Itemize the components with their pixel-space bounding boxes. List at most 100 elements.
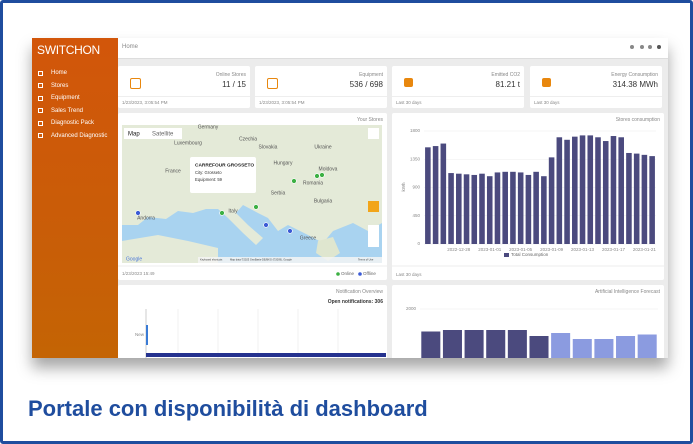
store-pin[interactable] — [263, 222, 269, 228]
card-value: 81.21 t — [495, 80, 520, 89]
store-pin[interactable] — [253, 204, 259, 210]
y-tick-label: 1800 — [410, 128, 421, 133]
legend-label: Total Consumption — [511, 252, 549, 257]
bar — [572, 136, 578, 244]
attribution-bg — [198, 257, 382, 263]
map-label: Serbia — [271, 190, 286, 196]
menu-label: Sales Trend — [51, 107, 84, 114]
bar — [421, 331, 441, 358]
card-label: Online Stores — [215, 72, 246, 78]
menu-item[interactable]: Stores — [38, 83, 68, 89]
map-label: Romania — [303, 180, 323, 186]
panel-footer: Last 30 days — [396, 272, 422, 277]
menu-icon — [38, 133, 43, 138]
logo: SWITCHON — [37, 43, 100, 57]
icon[interactable] — [630, 45, 634, 49]
bar — [448, 173, 454, 244]
map-tab[interactable]: Satellite — [152, 132, 174, 138]
bar — [633, 153, 640, 244]
legend-label: Offline — [363, 271, 376, 276]
bar — [572, 339, 592, 358]
legend-marker — [358, 272, 362, 276]
legend-marker — [336, 272, 340, 276]
menu-label: Diagnostic Pack — [51, 120, 95, 126]
fullscreen-btn[interactable] — [368, 128, 379, 139]
land — [122, 235, 218, 263]
store-pin[interactable] — [287, 228, 293, 234]
bar — [471, 174, 478, 244]
popup-line: City: Grosseto — [195, 170, 222, 175]
map-label: Slovakia — [259, 144, 278, 150]
menu-item[interactable]: Sales Trend — [38, 108, 83, 114]
map-footer: 1/23/2023 15:49 — [122, 271, 155, 276]
bar — [525, 174, 532, 244]
consumption-panel: Stores consumption Last 30 days 0 450 900 1… — [392, 113, 664, 280]
menu-label: Home — [51, 70, 68, 76]
bar — [425, 147, 431, 244]
bar — [507, 330, 527, 358]
store-pin[interactable] — [319, 172, 325, 178]
popup-title: CARREFOUR GROSSETO — [195, 162, 254, 168]
x-tick-label: 2023-01-05 — [509, 247, 533, 252]
x-tick-label: 2023-01-09 — [540, 247, 564, 252]
y-axis-label: kWh — [401, 182, 406, 191]
y-tick-label: 2000 — [406, 306, 417, 311]
legend-label: Online — [341, 271, 355, 276]
y-tick-label: 900 — [412, 185, 420, 190]
menu-item[interactable]: Home — [38, 70, 67, 76]
zoom[interactable] — [368, 225, 379, 247]
user-icon[interactable] — [657, 45, 661, 49]
x-tick-label: 2023-01-01 — [478, 247, 502, 252]
map-attribution: Terms of Use — [358, 258, 374, 262]
menu-item[interactable]: Advanced Diagnostic — [38, 133, 107, 139]
card-icon — [404, 78, 413, 87]
icon[interactable] — [640, 45, 644, 49]
panel-title: Stores consumption — [615, 117, 660, 123]
popup — [190, 157, 256, 193]
bar — [649, 156, 655, 244]
map-tab[interactable]: Map — [128, 132, 140, 138]
map-label: Andorra — [137, 215, 155, 221]
map-label: Italy — [228, 208, 238, 214]
menu-icon — [38, 83, 43, 88]
x-tick-label: 2023-01-13 — [571, 247, 595, 252]
bar — [456, 173, 462, 244]
chart: 16002000 — [406, 306, 658, 358]
card-footer: 1/23/2023, 3:05:54 PM — [259, 100, 305, 105]
menu-icon — [38, 95, 43, 101]
map-label: Czechia — [239, 136, 257, 142]
bar — [556, 137, 563, 244]
panel-title: Your Stores — [357, 117, 383, 123]
card-label: Equipment — [359, 72, 383, 78]
menu-item[interactable]: Equipment — [38, 95, 80, 101]
bar — [517, 172, 524, 244]
bar — [637, 334, 657, 358]
x-tick-label: 2022-12-28 — [447, 247, 471, 252]
store-pin[interactable] — [135, 210, 141, 216]
menu-item[interactable]: Diagnostic Pack — [38, 120, 94, 126]
bar — [610, 136, 617, 244]
kpi-card: Equipment 536 / 698 1/23/2023, 3:05:54 PM — [255, 66, 387, 108]
menu-label: Stores — [51, 82, 69, 89]
bar — [486, 330, 506, 358]
bar — [579, 135, 586, 244]
map-tabs — [124, 128, 182, 139]
store-pin[interactable] — [291, 178, 297, 184]
pegman[interactable] — [368, 201, 379, 212]
card-value: 314.38 MWh — [612, 80, 658, 89]
store-pin[interactable] — [219, 210, 225, 216]
bar — [529, 336, 549, 358]
map-panel: Your Stores Germany Czechia Slovakia Ukrain… — [118, 113, 387, 280]
card-icon — [130, 78, 141, 89]
menu-icon — [38, 120, 43, 126]
bar — [463, 174, 470, 244]
page-title: Home — [122, 44, 139, 50]
icon[interactable] — [648, 45, 652, 49]
menu-icon — [38, 108, 43, 113]
store-pin[interactable] — [314, 173, 320, 179]
separator — [255, 96, 387, 97]
forecast-panel: Artificial Intelligence Forecast 1600200… — [392, 285, 664, 358]
summary: Open notifications: 306 — [327, 299, 383, 305]
